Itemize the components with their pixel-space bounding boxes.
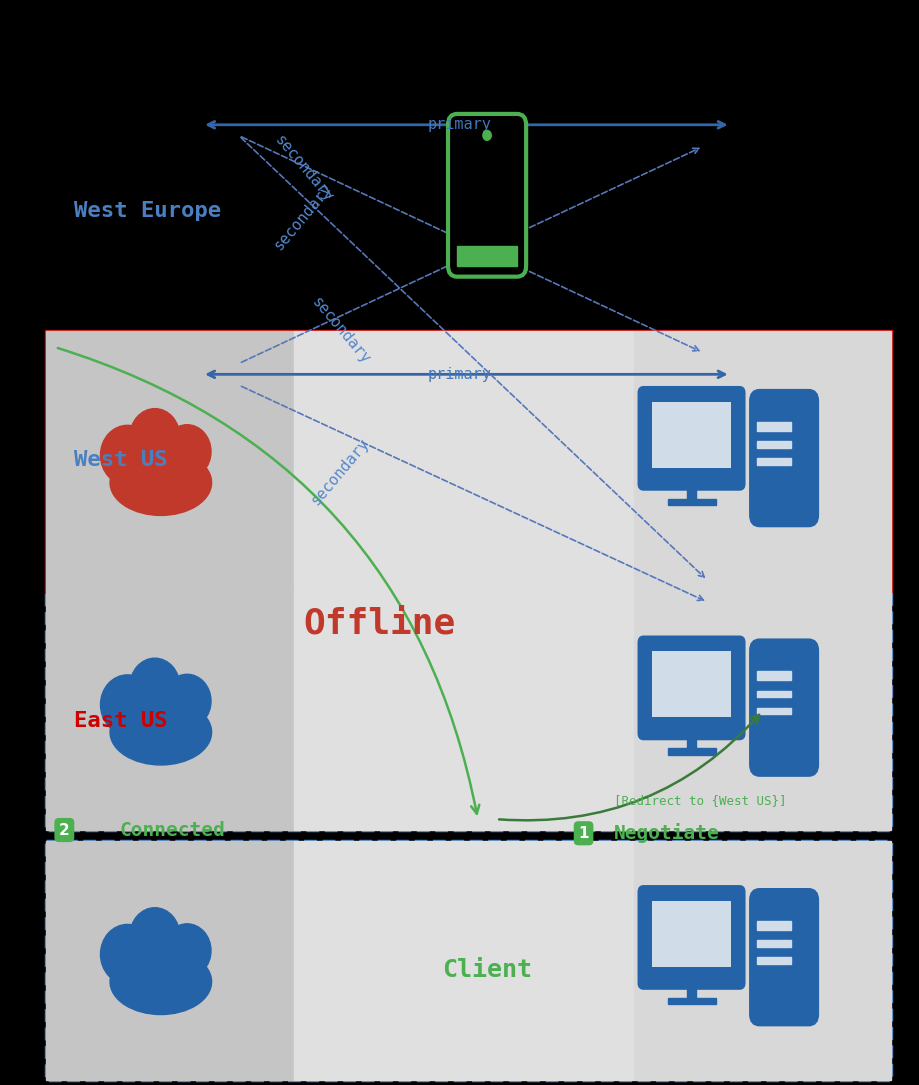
Text: secondary: secondary <box>271 132 335 204</box>
Ellipse shape <box>100 425 154 485</box>
Text: Offline: Offline <box>303 607 456 641</box>
Text: West US: West US <box>74 450 167 470</box>
Text: 1: 1 <box>578 826 589 841</box>
Ellipse shape <box>110 700 211 765</box>
Text: Client: Client <box>442 958 532 982</box>
Bar <box>757 441 791 448</box>
FancyBboxPatch shape <box>46 331 891 591</box>
Text: 2: 2 <box>59 822 70 838</box>
Ellipse shape <box>100 675 154 735</box>
Text: primary: primary <box>427 117 492 132</box>
Bar <box>294 841 634 1080</box>
FancyBboxPatch shape <box>46 591 891 830</box>
Text: Negotiate: Negotiate <box>614 824 720 843</box>
Bar <box>294 591 634 830</box>
FancyBboxPatch shape <box>639 387 744 489</box>
FancyBboxPatch shape <box>751 640 818 776</box>
Bar <box>757 957 791 963</box>
Text: [Redirect to {West US}]: [Redirect to {West US}] <box>614 794 787 807</box>
FancyArrowPatch shape <box>242 149 698 362</box>
Bar <box>667 499 716 505</box>
Ellipse shape <box>164 923 211 978</box>
Bar <box>757 921 791 930</box>
Bar <box>667 998 716 1004</box>
FancyBboxPatch shape <box>652 901 731 967</box>
FancyArrowPatch shape <box>242 137 698 350</box>
FancyArrowPatch shape <box>208 122 725 128</box>
FancyArrowPatch shape <box>242 386 703 600</box>
Ellipse shape <box>164 674 211 728</box>
Text: secondary: secondary <box>271 181 335 253</box>
Bar <box>46 331 294 591</box>
Ellipse shape <box>130 908 180 965</box>
FancyBboxPatch shape <box>639 886 744 988</box>
Bar <box>757 458 791 464</box>
Ellipse shape <box>130 659 180 715</box>
Bar <box>634 591 891 830</box>
Ellipse shape <box>110 949 211 1014</box>
FancyBboxPatch shape <box>652 401 731 468</box>
Ellipse shape <box>164 424 211 478</box>
Bar <box>667 749 716 754</box>
Bar <box>757 707 791 715</box>
Text: secondary: secondary <box>308 295 372 367</box>
Ellipse shape <box>130 409 180 465</box>
Ellipse shape <box>110 450 211 515</box>
Text: West Europe: West Europe <box>74 201 221 220</box>
Circle shape <box>482 130 492 140</box>
Bar <box>757 940 791 947</box>
FancyBboxPatch shape <box>751 391 818 526</box>
FancyArrowPatch shape <box>58 348 480 814</box>
Text: East US: East US <box>74 711 167 730</box>
Bar <box>634 841 891 1080</box>
Bar <box>46 591 294 830</box>
Bar <box>458 246 516 266</box>
FancyBboxPatch shape <box>751 890 818 1025</box>
Bar <box>634 331 891 591</box>
Bar <box>46 841 294 1080</box>
Bar <box>757 672 791 680</box>
Text: primary: primary <box>427 367 492 382</box>
FancyBboxPatch shape <box>652 651 731 717</box>
Bar <box>686 980 697 998</box>
FancyArrowPatch shape <box>208 371 725 378</box>
Bar <box>462 142 512 238</box>
Bar <box>686 730 697 749</box>
FancyBboxPatch shape <box>46 841 891 1080</box>
FancyBboxPatch shape <box>448 114 527 277</box>
Text: secondary: secondary <box>308 436 372 508</box>
Bar <box>686 481 697 499</box>
Bar <box>757 690 791 698</box>
FancyArrowPatch shape <box>241 138 704 577</box>
Ellipse shape <box>100 924 154 984</box>
Bar <box>294 331 634 591</box>
FancyBboxPatch shape <box>639 637 744 739</box>
FancyArrowPatch shape <box>499 715 759 820</box>
Bar <box>757 422 791 431</box>
Text: Connected: Connected <box>119 820 225 840</box>
